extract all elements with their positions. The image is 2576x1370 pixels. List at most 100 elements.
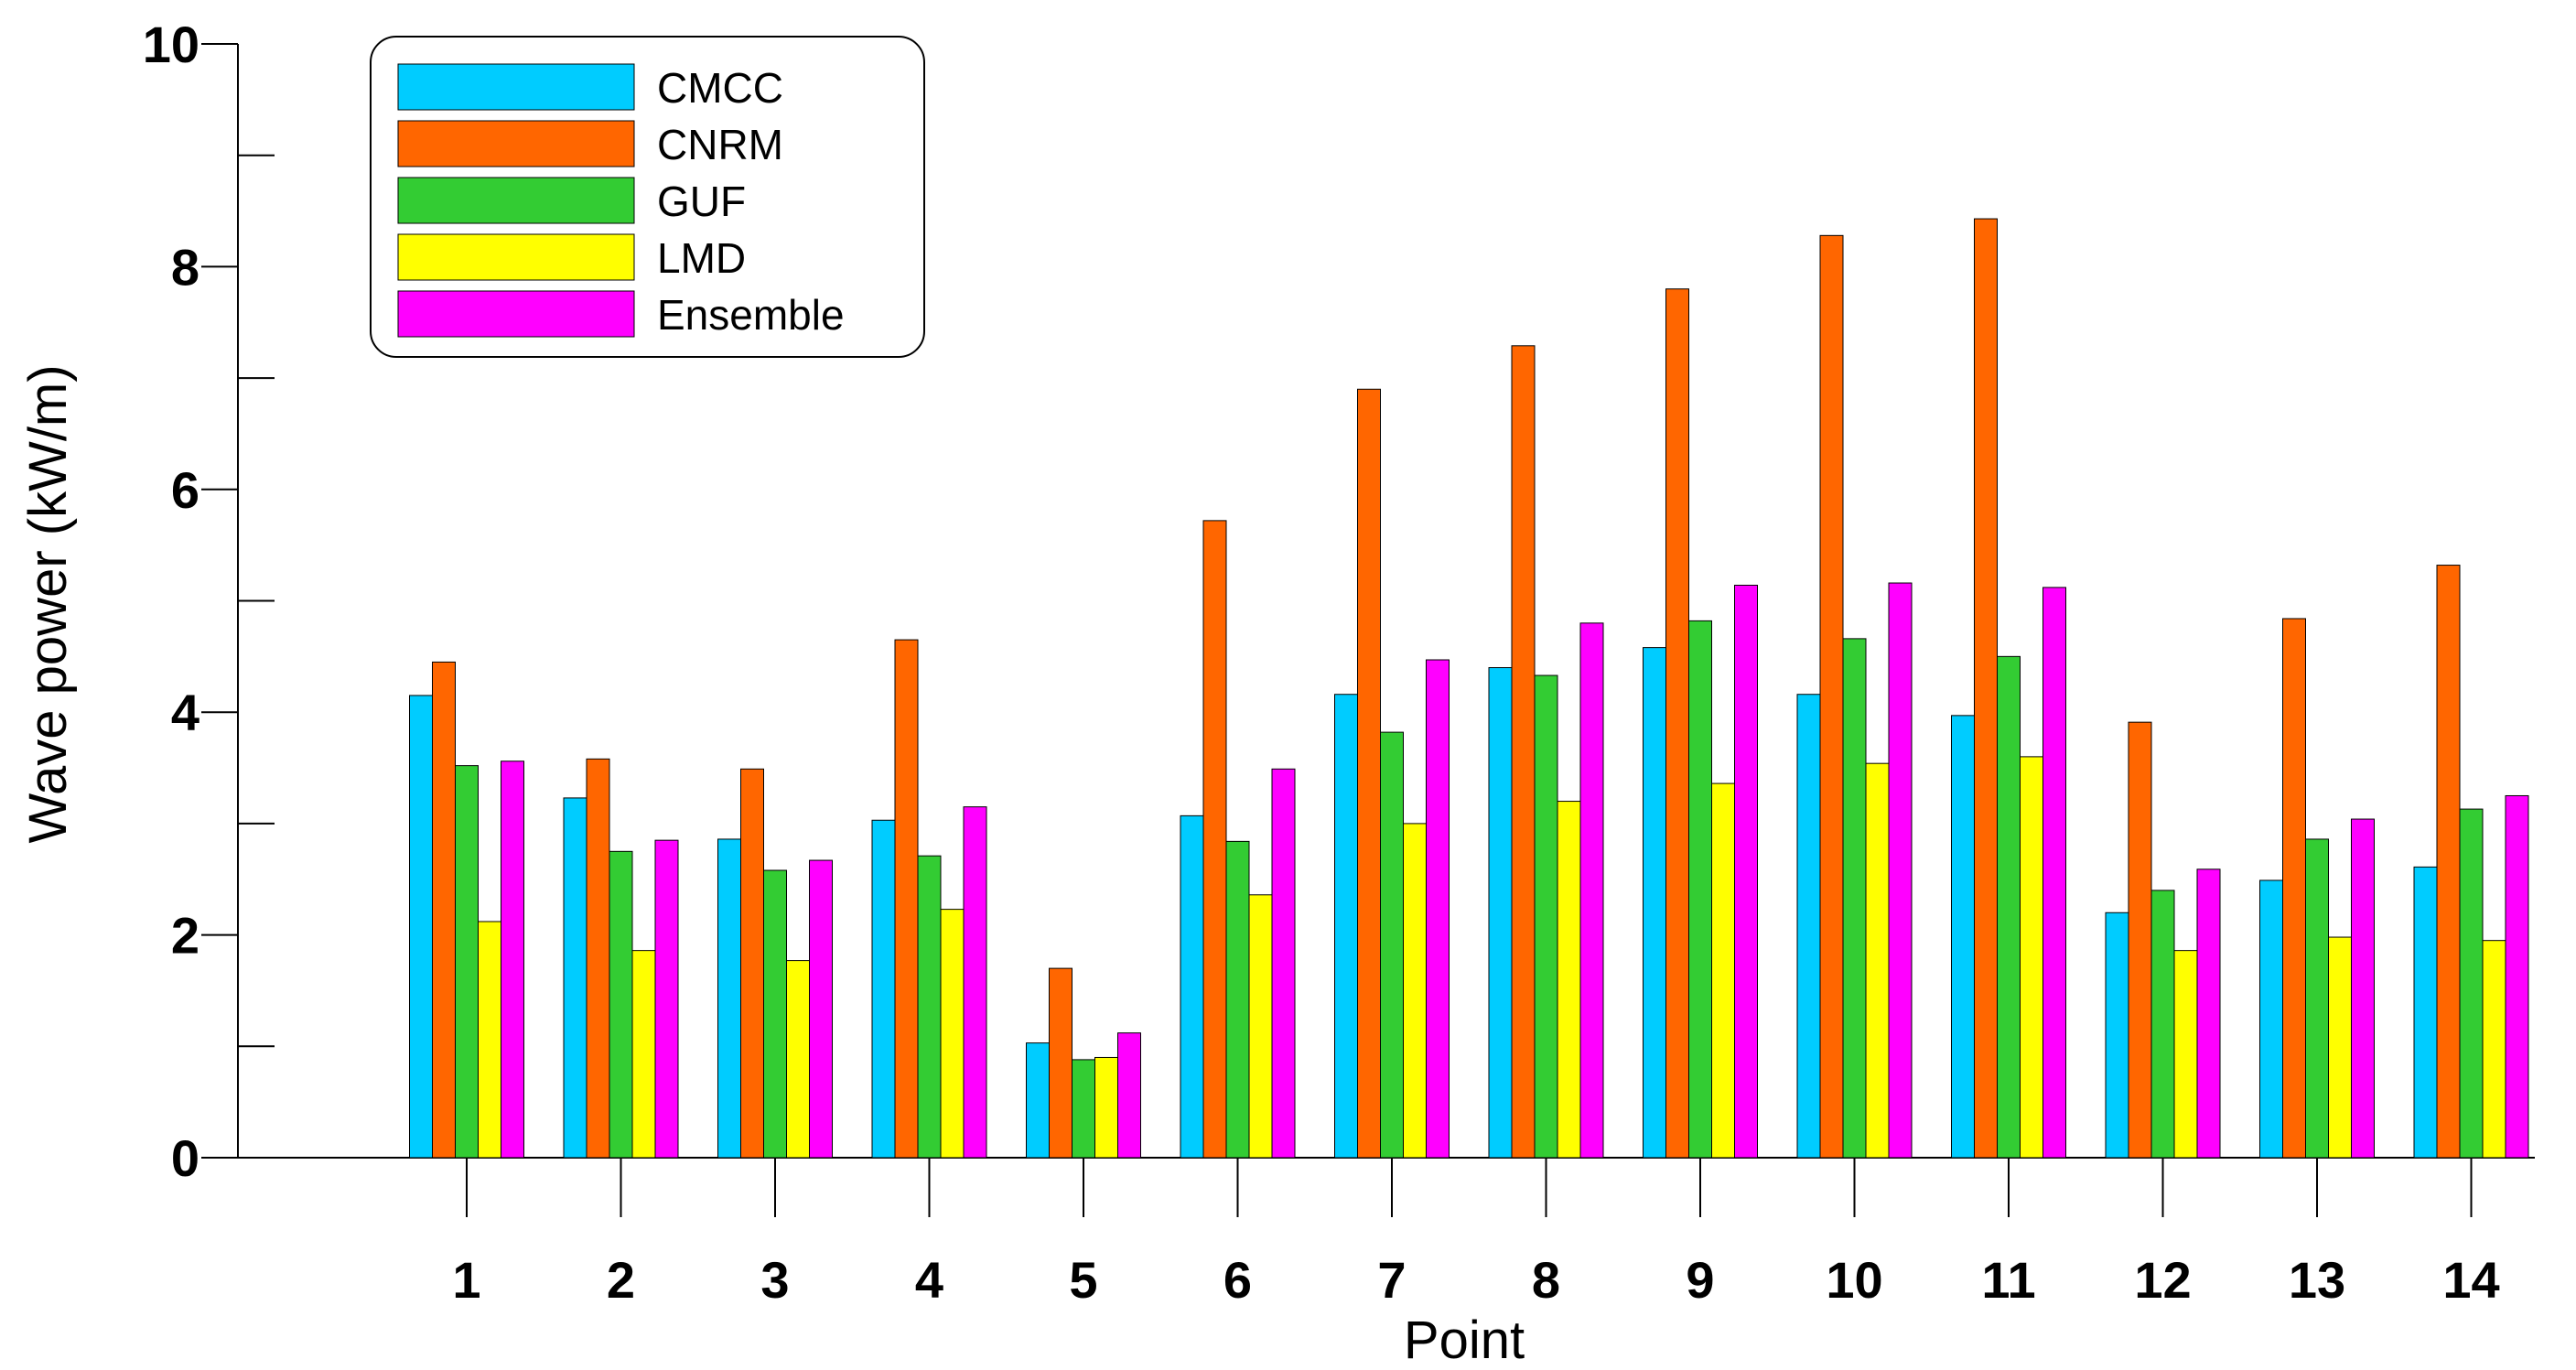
bar-ensemble-point-11 [2042,587,2066,1159]
x-tick-label: 4 [915,1251,943,1309]
y-tick-label: 8 [171,238,199,296]
legend-label: Ensemble [657,291,845,339]
bar-group-12 [2105,721,2221,1159]
legend-item-lmd: LMD [397,233,746,282]
bar-guf-point-8 [1534,674,1558,1159]
bar-group-11 [1951,218,2066,1159]
bar-cnrm-point-14 [2436,565,2461,1159]
legend-item-cmcc: CMCC [397,63,783,112]
bar-group-7 [1334,388,1450,1159]
bar-guf-point-13 [2305,838,2329,1159]
y-axis-title: Wave power (kW/m) [18,364,78,843]
bar-lmd-point-7 [1403,823,1427,1159]
bar-cmcc-point-9 [1643,647,1666,1159]
bar-cmcc-point-14 [2413,866,2438,1159]
legend-swatch [397,120,635,167]
bar-group-14 [2413,565,2529,1159]
x-tick-label: 14 [2442,1251,2499,1309]
bar-cnrm-point-11 [1974,218,1998,1159]
bar-ensemble-point-2 [654,839,679,1159]
legend-swatch [397,177,635,224]
bar-group-3 [717,768,833,1159]
bar-group-2 [563,758,679,1159]
bar-cmcc-point-7 [1334,694,1358,1159]
bar-lmd-point-4 [940,909,965,1159]
legend: CMCC CNRM GUF LMD Ensemble [370,36,925,358]
bar-lmd-point-12 [2173,950,2198,1159]
bar-guf-point-5 [1072,1059,1095,1159]
bar-lmd-point-13 [2328,936,2352,1159]
bar-lmd-point-6 [1248,894,1273,1159]
bar-cmcc-point-2 [563,797,587,1159]
bar-cnrm-point-3 [740,768,764,1159]
bar-cnrm-point-12 [2128,721,2152,1159]
bar-cnrm-point-9 [1665,288,1689,1159]
bar-ensemble-point-13 [2351,818,2375,1159]
bar-lmd-point-5 [1094,1056,1118,1159]
bar-guf-point-1 [455,765,479,1159]
bar-cmcc-point-1 [409,695,433,1159]
y-axis: 0 2 4 6 8 10 [143,16,275,1187]
bar-ensemble-point-10 [1888,582,1913,1159]
bar-cmcc-point-6 [1180,814,1204,1159]
bar-ensemble-point-12 [2196,868,2221,1159]
bar-cmcc-point-11 [1951,715,1975,1159]
bar-guf-point-11 [1997,655,2021,1159]
legend-swatch [397,233,635,281]
bar-group-5 [1026,967,1141,1159]
y-tick-label: 0 [171,1129,199,1187]
bar-cmcc-point-5 [1026,1042,1050,1159]
bar-lmd-point-10 [1865,762,1890,1159]
bar-cnrm-point-7 [1357,388,1381,1159]
bar-cnrm-point-13 [2282,618,2306,1159]
bar-cnrm-point-8 [1511,345,1536,1159]
bar-group-13 [2259,618,2375,1159]
bar-cnrm-point-6 [1202,520,1227,1159]
bar-group-4 [871,639,987,1159]
bar-cmcc-point-8 [1488,667,1513,1159]
bar-lmd-point-3 [786,960,810,1159]
bar-cmcc-point-12 [2105,912,2129,1159]
bar-lmd-point-8 [1557,801,1581,1159]
bar-ensemble-point-14 [2505,794,2529,1159]
bar-ensemble-point-8 [1579,622,1604,1159]
x-axis: 1 2 3 4 5 6 7 8 9 10 11 12 13 14 [238,1157,2535,1309]
x-tick-label: 11 [1981,1251,2035,1309]
bar-guf-point-2 [609,850,633,1159]
bar-cmcc-point-10 [1796,694,1821,1159]
bar-ensemble-point-3 [809,859,833,1159]
bar-cmcc-point-13 [2259,879,2283,1159]
bar-ensemble-point-5 [1117,1032,1141,1159]
bar-cnrm-point-1 [432,661,456,1159]
bar-group-8 [1488,345,1604,1159]
x-tick-label: 2 [607,1251,635,1309]
bar-cnrm-point-2 [586,758,610,1159]
bar-ensemble-point-9 [1734,584,1758,1159]
x-tick-label: 13 [2289,1251,2345,1309]
bar-lmd-point-14 [2482,940,2506,1159]
x-tick-label: 1 [452,1251,480,1309]
x-tick-label: 9 [1686,1251,1714,1309]
bar-group-1 [409,661,524,1159]
bar-lmd-point-2 [631,950,656,1159]
legend-item-guf: GUF [397,177,746,225]
x-tick-label: 8 [1532,1251,1560,1309]
legend-label: LMD [657,234,746,282]
bar-group-10 [1796,234,1913,1159]
x-tick-label: 12 [2134,1251,2191,1309]
x-tick-label: 6 [1223,1251,1252,1309]
bar-guf-point-4 [917,855,942,1159]
bar-guf-point-12 [2150,890,2175,1159]
bar-ensemble-point-4 [963,806,987,1159]
bar-ensemble-point-1 [501,761,524,1159]
bar-group-6 [1180,520,1296,1159]
bar-lmd-point-11 [2020,756,2043,1159]
bar-cmcc-point-4 [871,819,896,1159]
bar-guf-point-7 [1380,731,1404,1159]
legend-label: CMCC [657,64,783,112]
legend-item-cnrm: CNRM [397,120,783,168]
bar-group-9 [1643,288,1758,1159]
y-tick-label: 10 [143,16,199,73]
bar-lmd-point-9 [1711,782,1735,1159]
